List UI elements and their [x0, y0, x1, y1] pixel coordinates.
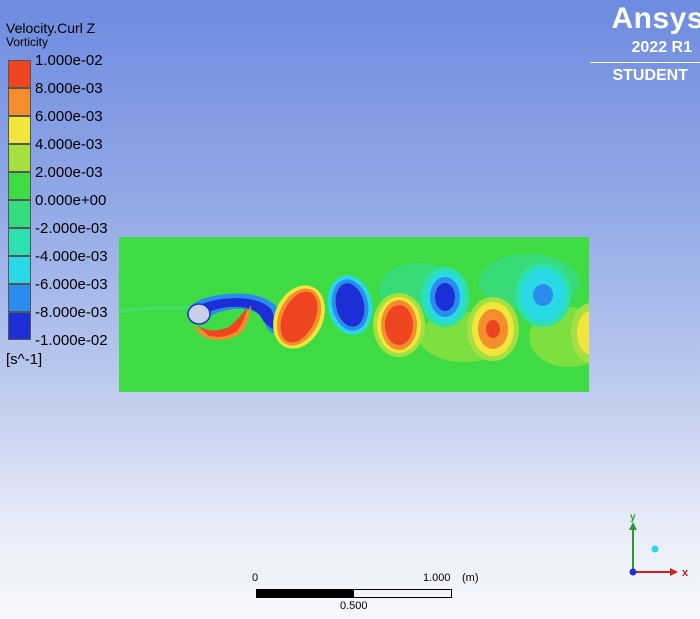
legend-tick-label: 2.000e-03	[35, 164, 103, 181]
colorbar-swatch	[8, 228, 31, 256]
vortex-positive-core	[385, 305, 413, 345]
scale-bar: 0 1.000 (m) 0.500	[240, 570, 500, 615]
vortex-positive-core	[486, 320, 500, 338]
brand-name: Ansys	[611, 2, 700, 35]
colorbar-swatch	[8, 256, 31, 284]
z-axis-origin-icon	[629, 568, 637, 576]
legend-unit: [s^-1]	[6, 351, 43, 368]
colorbar-swatch	[8, 284, 31, 312]
brand-version: 2022 R1	[631, 39, 693, 56]
vortex-negative-core	[335, 283, 365, 327]
brand-divider	[590, 62, 700, 63]
x-axis-label: x	[682, 567, 689, 579]
x-axis-arrow-icon	[670, 568, 678, 576]
colorbar-swatch	[8, 60, 31, 88]
colorbar-swatch	[8, 144, 31, 172]
y-axis-arrow-icon	[629, 522, 637, 530]
scale-start-label: 0	[252, 572, 259, 584]
vortex-positive-core	[280, 291, 318, 343]
scale-bar-graphic	[256, 589, 452, 598]
legend-tick-label: 8.000e-03	[35, 80, 103, 97]
legend-title: Velocity.Curl Z	[6, 20, 96, 36]
legend-tick-label: 0.000e+00	[35, 192, 107, 209]
scale-end-label: 1.000	[423, 572, 451, 584]
scale-unit-label: (m)	[462, 572, 479, 584]
vortex-negative-core	[435, 283, 455, 311]
cylinder	[187, 303, 211, 325]
legend-tick-label: 1.000e-02	[35, 52, 103, 69]
legend-tick-label: -2.000e-03	[35, 220, 108, 237]
colorbar-swatch	[8, 172, 31, 200]
lower-shear-core	[197, 307, 247, 337]
brand-edition: STUDENT	[612, 67, 688, 84]
legend-tick-label: -4.000e-03	[35, 248, 108, 265]
view-orbit-icon	[651, 545, 659, 553]
scale-bar-black-segment	[257, 590, 354, 597]
scale-mid-label: 0.500	[340, 600, 368, 612]
legend-tick-label: -8.000e-03	[35, 304, 108, 321]
legend-tick-label: -1.000e-02	[35, 332, 108, 349]
ansys-brand: Ansys 2022 R1 STUDENT	[580, 4, 700, 87]
legend-tick-label: 6.000e-03	[35, 108, 103, 125]
vortex-positive	[577, 311, 589, 355]
legend-tick-label: 4.000e-03	[35, 136, 103, 153]
legend-tick-label: -6.000e-03	[35, 276, 108, 293]
legend-subtitle: Vorticity	[6, 35, 49, 49]
colorbar-swatch	[8, 88, 31, 116]
vorticity-contour-plot[interactable]	[119, 237, 589, 392]
colorbar-swatch	[8, 312, 31, 340]
vortex-negative-core	[533, 284, 553, 306]
colorbar-swatch	[8, 200, 31, 228]
colorbar-swatch	[8, 116, 31, 144]
axis-triad[interactable]: y x	[620, 510, 700, 590]
upper-shear-core	[191, 298, 275, 329]
y-axis-label: y	[630, 512, 636, 523]
